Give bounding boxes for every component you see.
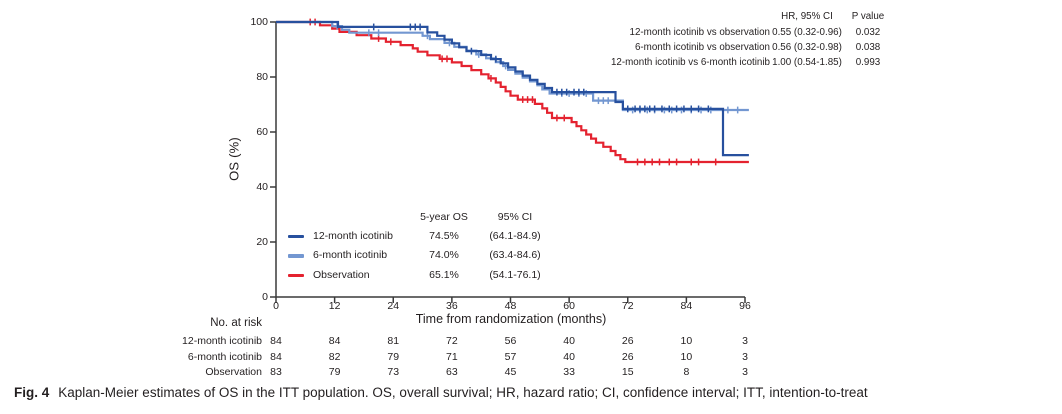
risk-count: 40 [563,350,575,363]
legend-label: 12-month icotinib [313,229,393,242]
x-tick-label-24: 24 [387,300,400,312]
risk-count: 79 [328,365,341,378]
y-tick-label-60: 60 [256,125,268,138]
hr-row-value: 1.00 (0.54-1.85) [772,56,842,68]
hr-row-p-value: 0.032 [855,26,881,38]
legend-label: 6-month icotinib [313,249,388,261]
y-tick-label-20: 20 [256,235,268,248]
figure-caption: Fig. 4 Kaplan-Meier estimates of OS in th… [14,385,1054,400]
km-curve-observation [276,20,749,164]
caption-text: Kaplan-Meier estimates of OS in the ITT … [58,385,868,400]
risk-count: 3 [742,335,748,347]
x-tick-label-72: 72 [621,300,634,312]
risk-count: 71 [446,350,458,363]
risk-count: 82 [328,350,341,363]
legend-swatch-12-month-icotinib [288,234,304,238]
x-tick-label-0: 0 [273,300,279,312]
risk-count: 3 [742,365,748,378]
hr-table-header-hr-ci: HR, 95% CI [781,11,833,22]
y-tick-label-100: 100 [250,15,268,28]
x-tick-label-48: 48 [504,300,517,312]
risk-count: 83 [270,365,282,378]
risk-count: 84 [328,335,341,347]
risk-count: 79 [387,350,400,363]
legend-swatch-6-month-icotinib [288,254,304,258]
y-axis-title: OS (%) [226,137,242,181]
risk-count: 26 [621,335,634,347]
legend-95-ci-value: (54.1-76.1) [489,268,541,281]
risk-count: 72 [446,335,458,347]
legend-label: Observation [313,268,370,281]
risk-count: 15 [621,365,634,378]
risk-count: 84 [270,335,282,347]
risk-row-label: 12-month icotinib [182,335,262,347]
hr-table-header-p-value: P value [851,11,885,22]
risk-count: 73 [387,365,400,378]
hr-row-value: 0.56 (0.32-0.98) [772,41,842,53]
risk-count: 10 [680,335,693,347]
risk-count: 56 [504,335,517,347]
hr-row-value: 0.55 (0.32-0.96) [772,26,842,38]
risk-count: 33 [563,365,575,378]
hr-row-label: 12-month icotinib vs observation [629,26,771,38]
legend-swatch-observation [288,273,304,277]
risk-count: 10 [680,350,693,363]
risk-count: 84 [270,350,282,363]
legend-header-5-year-os: 5-year OS [420,211,468,223]
risk-count: 8 [683,365,690,378]
legend-5-year-os-value: 74.5% [429,229,459,242]
risk-count: 40 [563,335,575,347]
risk-count: 26 [621,350,634,363]
x-axis-title: Time from randomization (months) [415,312,607,326]
risk-count: 57 [504,350,517,363]
legend-95-ci-value: (63.4-84.6) [489,249,541,261]
y-tick-label-80: 80 [256,70,268,83]
caption-label: Fig. 4 [14,385,50,400]
risk-count: 81 [387,335,400,347]
legend-5-year-os-value: 74.0% [429,249,459,261]
legend-5-year-os-value: 65.1% [429,268,459,281]
legend-95-ci-value: (64.1-84.9) [489,229,541,242]
km-curve-12-month-icotinib [276,20,749,157]
risk-count: 45 [504,365,517,378]
risk-count: 63 [446,365,458,378]
hr-row-p-value: 0.993 [855,56,881,68]
x-tick-label-96: 96 [739,300,751,312]
x-tick-label-12: 12 [328,300,341,312]
risk-row-label: Observation [205,365,262,378]
hr-row-p-value: 0.038 [855,41,881,53]
x-tick-label-84: 84 [680,300,693,312]
risk-count: 3 [742,350,748,363]
x-tick-label-36: 36 [446,300,458,312]
y-tick-label-0: 0 [262,290,268,303]
y-tick-label-40: 40 [256,180,268,193]
hr-row-label: 6-month icotinib vs observation [634,41,770,53]
x-tick-label-60: 60 [563,300,575,312]
legend-header-95-ci: 95% CI [497,211,533,223]
hr-row-label: 12-month icotinib vs 6-month icotinib [610,56,770,68]
risk-table-title: No. at risk [210,317,262,329]
risk-row-label: 6-month icotinib [187,350,262,363]
